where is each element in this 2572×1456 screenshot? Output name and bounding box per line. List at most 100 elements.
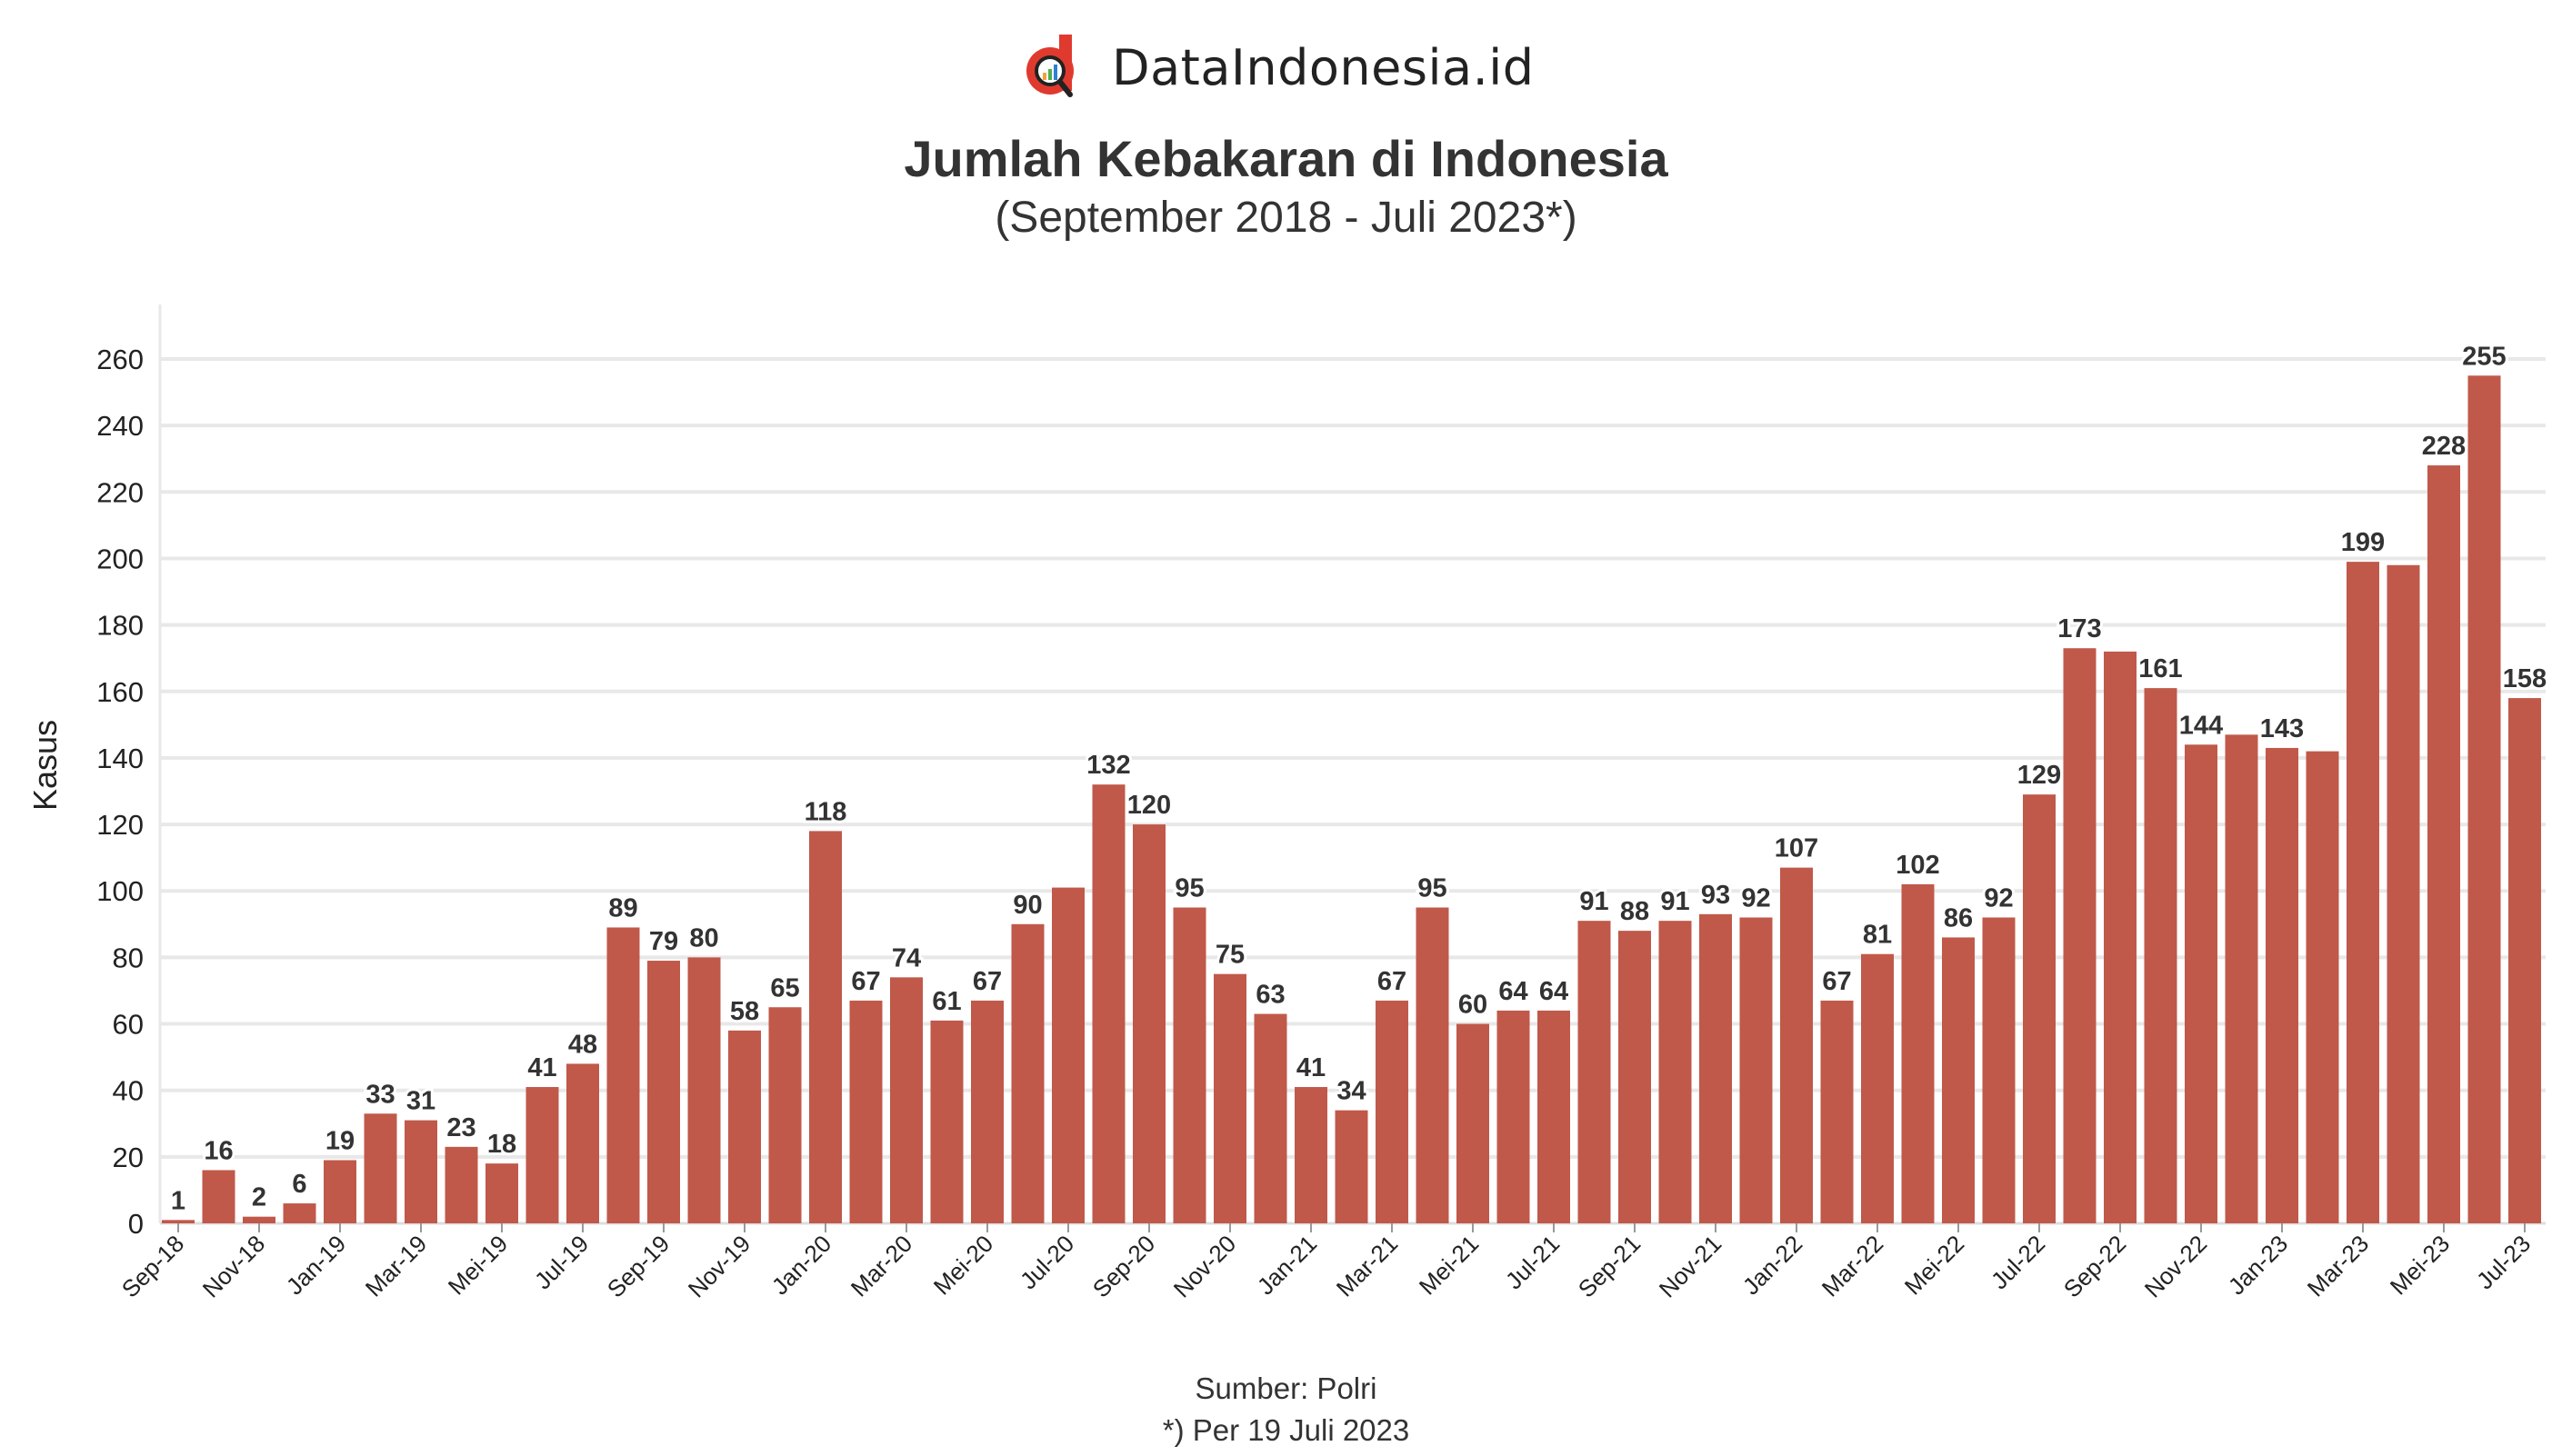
data-label: 95 <box>1175 874 1204 903</box>
data-label: 31 <box>406 1087 435 1116</box>
bar-Apr-23 <box>2387 564 2420 1223</box>
x-tick-label: Mar-20 <box>846 1230 917 1301</box>
bar-Sep-20 <box>1133 824 1166 1223</box>
x-tick-label: Mar-23 <box>2302 1230 2374 1301</box>
y-tick-label: 60 <box>113 1009 144 1041</box>
bar-Jul-21 <box>1537 1010 1570 1223</box>
chart-title: Jumlah Kebakaran di Indonesia <box>904 130 1668 187</box>
data-label: 19 <box>325 1127 355 1156</box>
bar-Mar-23 <box>2347 562 2379 1223</box>
data-label: 41 <box>1296 1053 1326 1082</box>
y-tick-label: 40 <box>113 1075 144 1107</box>
data-label: 34 <box>1336 1077 1366 1106</box>
bar-Jul-23 <box>2508 698 2541 1223</box>
chart-subtitle: (September 2018 - Juli 2023*) <box>995 194 1577 242</box>
data-label: 88 <box>1620 897 1649 926</box>
data-label: 228 <box>2422 432 2466 461</box>
data-label: 65 <box>770 973 799 1002</box>
x-tick-label: Sep-21 <box>1573 1230 1646 1302</box>
bar-Jan-20 <box>809 831 842 1223</box>
chart-footer: Sumber: Polri *) Per 19 Juli 2023 <box>0 1368 2572 1451</box>
bar-Jan-19 <box>324 1160 356 1223</box>
x-tick-label: Mar-21 <box>1331 1230 1403 1301</box>
bar-Des-22 <box>2225 734 2258 1223</box>
y-tick-label: 20 <box>113 1142 144 1173</box>
bar-Jul-22 <box>2023 794 2056 1223</box>
data-label: 64 <box>1498 977 1527 1006</box>
x-tick-label: Jul-21 <box>1500 1230 1565 1294</box>
bar-Des-19 <box>768 1007 802 1223</box>
data-label: 48 <box>568 1030 597 1059</box>
bar-Des-18 <box>283 1203 316 1223</box>
bar-Agu-22 <box>2063 648 2097 1223</box>
bar-Nov-18 <box>243 1216 275 1223</box>
bar-Jul-19 <box>566 1063 599 1223</box>
bar-Okt-18 <box>202 1170 235 1223</box>
bar-Okt-21 <box>1658 921 1692 1223</box>
x-tick-label: Mar-19 <box>360 1230 432 1301</box>
data-label: 93 <box>1701 881 1730 910</box>
bar-Okt-20 <box>1173 907 1206 1223</box>
data-label: 60 <box>1458 991 1487 1020</box>
x-tick-label: Mei-21 <box>1414 1230 1484 1300</box>
x-tick-label: Jul-23 <box>2471 1230 2536 1294</box>
datain-logo-icon <box>1026 35 1074 97</box>
bar-Jun-20 <box>1011 923 1045 1223</box>
data-label: 74 <box>892 943 921 972</box>
data-label: 173 <box>2057 614 2101 643</box>
bar-Feb-23 <box>2306 751 2339 1223</box>
bar-Jun-23 <box>2467 375 2501 1223</box>
brand-name: DataIndonesia.id <box>1112 38 1535 96</box>
data-label: 67 <box>1822 967 1851 996</box>
x-tick-label: Jan-23 <box>2223 1230 2293 1300</box>
x-tick-label: Jul-22 <box>1986 1230 2050 1294</box>
x-tick-label: Nov-19 <box>683 1230 756 1302</box>
bar-Agu-21 <box>1577 921 1611 1223</box>
x-tick-label: Mei-22 <box>1899 1230 1969 1300</box>
data-label: 255 <box>2462 342 2506 371</box>
bar-Feb-21 <box>1335 1110 1368 1223</box>
data-label: 90 <box>1013 891 1042 920</box>
data-label: 1 <box>171 1186 185 1215</box>
data-label: 107 <box>1775 834 1818 863</box>
bar-Mar-22 <box>1861 953 1894 1223</box>
y-tick-label: 260 <box>96 344 144 375</box>
x-tick-label: Nov-21 <box>1654 1230 1726 1302</box>
source-text: Sumber: Polri <box>1195 1371 1377 1405</box>
data-label: 120 <box>1127 791 1171 820</box>
bar-Nov-22 <box>2185 744 2217 1223</box>
x-tick-label: Jul-19 <box>529 1230 594 1294</box>
bar-Nov-19 <box>728 1030 761 1223</box>
data-label: 80 <box>689 923 718 952</box>
bar-Jan-21 <box>1295 1087 1327 1223</box>
bar-Mar-20 <box>890 977 923 1223</box>
data-label: 63 <box>1256 981 1285 1010</box>
bar-Jun-19 <box>525 1087 559 1223</box>
x-tick-label: Jan-20 <box>766 1230 836 1300</box>
data-label: 95 <box>1417 874 1446 903</box>
bar-Feb-22 <box>1820 1000 1854 1223</box>
data-label: 81 <box>1863 921 1892 950</box>
data-label: 89 <box>608 893 637 922</box>
bar-Des-21 <box>1739 917 1773 1223</box>
data-label: 67 <box>973 967 1002 996</box>
bar-Nov-20 <box>1214 973 1246 1223</box>
bar-Jan-23 <box>2266 747 2298 1223</box>
data-label: 33 <box>365 1080 395 1109</box>
bar-Sep-22 <box>2104 651 2137 1223</box>
bar-Feb-20 <box>849 1000 883 1223</box>
bar-Agu-19 <box>606 927 640 1223</box>
footnote-text: *) Per 19 Juli 2023 <box>1162 1413 1410 1447</box>
data-label: 91 <box>1579 887 1608 916</box>
x-tick-label: Jan-21 <box>1252 1230 1322 1300</box>
data-label: 2 <box>252 1183 266 1212</box>
x-tick-label: Sep-18 <box>116 1230 189 1302</box>
bar-Feb-19 <box>364 1113 397 1223</box>
x-tick-label: Nov-20 <box>1168 1230 1241 1302</box>
bar-Nov-21 <box>1699 913 1732 1223</box>
bar-Okt-19 <box>687 957 721 1223</box>
data-label: 41 <box>527 1053 556 1082</box>
bar-Jun-22 <box>1982 917 2016 1223</box>
bar-Des-20 <box>1254 1013 1287 1223</box>
y-tick-label: 140 <box>96 743 144 774</box>
